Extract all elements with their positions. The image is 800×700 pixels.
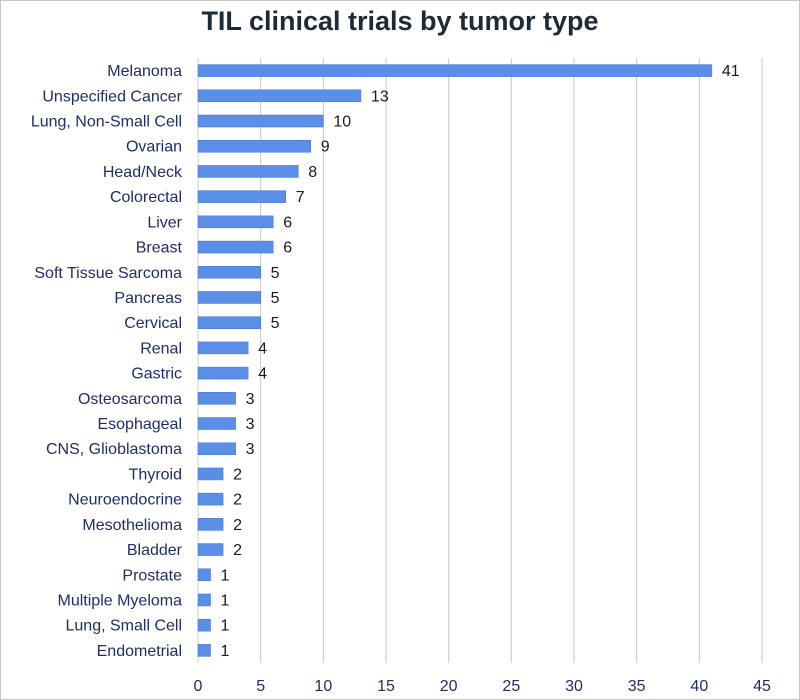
x-tick-label: 25 <box>502 678 520 695</box>
data-label: 41 <box>722 63 740 80</box>
category-label: Soft Tissue Sarcoma <box>34 265 182 282</box>
data-label: 1 <box>221 618 230 635</box>
bar <box>197 240 274 254</box>
x-tick-label: 0 <box>194 678 203 695</box>
category-label: Liver <box>147 214 182 231</box>
data-label: 7 <box>296 189 305 206</box>
data-label: 3 <box>246 416 255 433</box>
bar <box>197 644 211 657</box>
data-label: 5 <box>271 265 280 282</box>
category-label: Bladder <box>127 542 183 559</box>
bar <box>197 190 286 203</box>
category-label: Thyroid <box>129 466 182 483</box>
bar <box>197 442 236 455</box>
bar <box>197 467 224 481</box>
category-label: Lung, Small Cell <box>66 618 183 635</box>
data-label: 8 <box>308 164 317 181</box>
bar <box>197 341 249 355</box>
category-label: CNS, Glioblastoma <box>46 441 182 458</box>
bar <box>197 64 713 77</box>
category-label: Unspecified Cancer <box>42 88 182 105</box>
x-tick-label: 45 <box>753 678 771 695</box>
data-label: 2 <box>233 466 242 483</box>
data-label: 1 <box>221 643 230 660</box>
bar <box>197 139 312 153</box>
category-label: Mesothelioma <box>82 517 182 534</box>
bar <box>197 618 211 632</box>
category-label: Multiple Myeloma <box>58 592 183 609</box>
data-label: 2 <box>233 492 242 509</box>
category-label: Osteosarcoma <box>78 391 182 408</box>
category-label: Breast <box>136 240 183 257</box>
data-label: 1 <box>221 567 230 584</box>
data-label: 2 <box>233 517 242 534</box>
bar <box>197 89 362 103</box>
bar <box>197 492 224 506</box>
category-label: Colorectal <box>110 189 182 206</box>
category-label: Pancreas <box>114 290 182 307</box>
x-tick-label: 35 <box>628 678 646 695</box>
category-label: Renal <box>140 340 182 357</box>
data-label: 5 <box>271 290 280 307</box>
category-label: Prostate <box>122 567 182 584</box>
category-label: Lung, Non-Small Cell <box>31 114 182 131</box>
x-tick-label: 15 <box>377 678 395 695</box>
data-label: 1 <box>221 592 230 609</box>
bar <box>197 215 274 229</box>
bar <box>197 366 249 380</box>
x-tick-label: 40 <box>690 678 708 695</box>
chart-title: TIL clinical trials by tumor type <box>201 6 599 36</box>
x-tick-label: 10 <box>314 678 332 695</box>
category-label: Neuroendocrine <box>68 492 182 509</box>
category-label: Head/Neck <box>103 164 183 181</box>
bar <box>197 165 299 178</box>
data-label: 3 <box>246 441 255 458</box>
bar <box>197 543 224 556</box>
bar <box>197 291 261 304</box>
category-label: Endometrial <box>97 643 182 660</box>
category-label: Gastric <box>131 366 182 383</box>
bar <box>197 417 236 430</box>
data-label: 4 <box>258 366 267 383</box>
category-label: Cervical <box>124 315 182 332</box>
data-label: 3 <box>246 391 255 408</box>
bar <box>197 266 261 279</box>
bar <box>197 568 211 582</box>
data-label: 4 <box>258 340 267 357</box>
bar <box>197 316 261 329</box>
data-label: 2 <box>233 542 242 559</box>
data-label: 6 <box>283 240 292 257</box>
bar <box>197 593 211 607</box>
category-label: Ovarian <box>126 139 182 156</box>
data-label: 13 <box>371 88 389 105</box>
data-label: 5 <box>271 315 280 332</box>
category-label: Esophageal <box>97 416 182 433</box>
x-tick-label: 20 <box>440 678 458 695</box>
data-label: 6 <box>283 214 292 231</box>
x-tick-label: 30 <box>565 678 583 695</box>
bar <box>197 114 324 128</box>
x-tick-label: 5 <box>256 678 265 695</box>
data-label: 10 <box>333 114 351 131</box>
bar <box>197 518 224 531</box>
bar <box>197 392 236 405</box>
data-label: 9 <box>321 139 330 156</box>
category-label: Melanoma <box>107 63 182 80</box>
